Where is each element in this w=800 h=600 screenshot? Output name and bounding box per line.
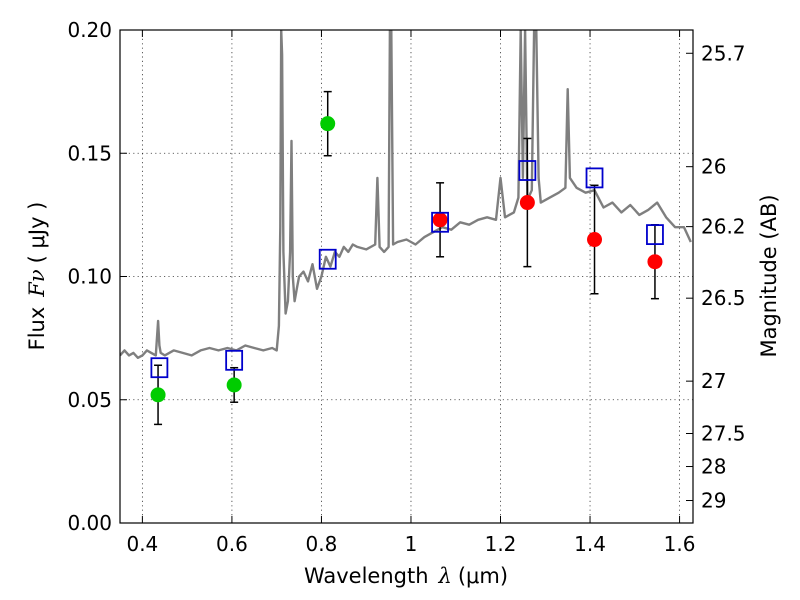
data-point bbox=[150, 387, 166, 403]
y-tick-label: 0.10 bbox=[67, 265, 112, 289]
y-tick-label: 0.20 bbox=[67, 18, 112, 42]
data-point bbox=[519, 195, 535, 211]
y2-axis-label: Magnitude (AB) bbox=[757, 194, 781, 357]
plot-area bbox=[120, 30, 692, 426]
x-tick-label: 0.4 bbox=[126, 532, 158, 556]
y2-tick-label: 26.5 bbox=[701, 286, 746, 310]
x-tick-label: 1 bbox=[405, 532, 418, 556]
y2-tick-label: 27.5 bbox=[701, 421, 746, 445]
data-point bbox=[647, 254, 663, 270]
data-point bbox=[320, 116, 336, 132]
y-tick-label: 0.00 bbox=[67, 511, 112, 535]
model-photometry-box bbox=[150, 357, 169, 379]
y2-tick-label: 26.2 bbox=[701, 215, 746, 239]
y-tick-label: 0.15 bbox=[67, 141, 112, 165]
y-tick-label: 0.05 bbox=[67, 388, 112, 412]
data-point bbox=[587, 232, 603, 248]
model-photometry-box bbox=[518, 160, 537, 181]
model-photometry-box bbox=[646, 224, 664, 245]
x-tick-label: 0.6 bbox=[216, 532, 248, 556]
model-photometry-box bbox=[431, 211, 449, 233]
y-axis-label: FluxFν( μJy ) bbox=[25, 202, 49, 351]
x-tick-label: 1.4 bbox=[574, 532, 606, 556]
model-photometry-box bbox=[318, 248, 337, 270]
x-tick-label: 1.2 bbox=[485, 532, 517, 556]
model-spectrum-line bbox=[120, 30, 692, 359]
model-photometry-box bbox=[585, 167, 604, 189]
x-axis-label: Wavelength λ (μm) bbox=[304, 564, 508, 588]
y2-tick-label: 28 bbox=[701, 455, 726, 479]
y2-tick-label: 25.7 bbox=[701, 41, 746, 65]
x-tick-label: 1.6 bbox=[664, 532, 696, 556]
y2-tick-label: 27 bbox=[701, 369, 726, 393]
model-photometry-box bbox=[225, 349, 244, 371]
data-point bbox=[432, 212, 448, 228]
y2-tick-label: 26 bbox=[701, 155, 726, 179]
y2-tick-label: 29 bbox=[701, 489, 726, 513]
grid bbox=[120, 29, 693, 524]
tick-labels: 0.4 0.6 0.8 1 1.2 1.4 1.6 0.00 0.05 0.10 0.15 0.20 2… bbox=[67, 18, 745, 556]
axes bbox=[119, 29, 694, 524]
x-tick-label: 0.8 bbox=[306, 532, 338, 556]
data-point bbox=[226, 377, 242, 393]
